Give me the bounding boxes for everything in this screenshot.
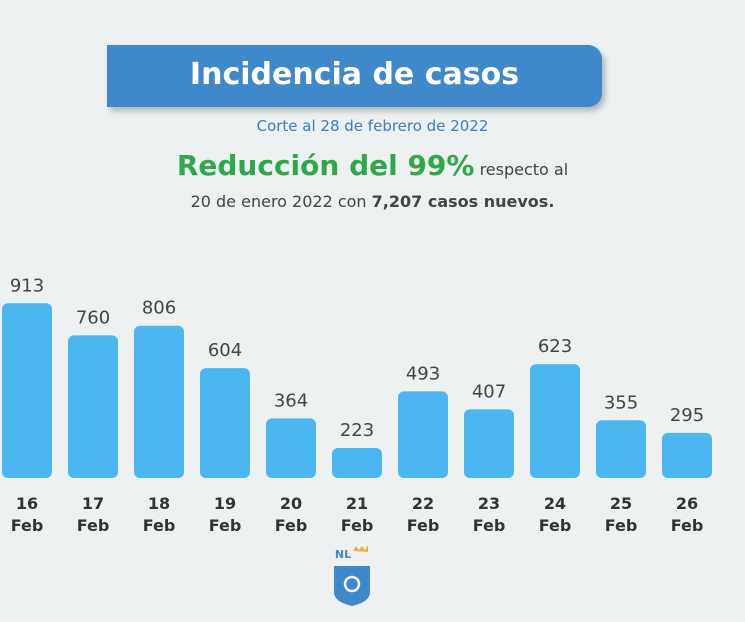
x-tick-label: 20 Feb [274, 494, 308, 535]
bar [464, 409, 514, 478]
value-label: 806 [142, 298, 176, 319]
chart-title: Incidencia de casos [107, 45, 602, 107]
value-label: 493 [406, 363, 440, 384]
x-tick-label: 26 Feb [670, 494, 704, 535]
logo-text: NL [335, 548, 351, 561]
headline-text: respecto al [479, 160, 569, 179]
headline-highlight: Reducción del 99% [176, 149, 475, 182]
value-label: 223 [340, 420, 374, 441]
x-tick-label: 25 Feb [604, 494, 638, 535]
x-tick-label: 22 Feb [406, 494, 440, 535]
x-tick-label: 23 Feb [472, 494, 506, 535]
value-label: 364 [274, 390, 308, 411]
x-tick-label: 18 Feb [142, 494, 176, 535]
logo-crown [353, 545, 368, 552]
bar [596, 420, 646, 478]
x-tick-label: 16 Feb [10, 494, 44, 535]
bar [398, 391, 448, 478]
value-label: 407 [472, 381, 506, 402]
x-tick-label: 19 Feb [208, 494, 242, 535]
bar [266, 418, 316, 478]
bar [200, 368, 250, 478]
headline: Reducción del 99% respecto al 20 de ener… [0, 150, 745, 218]
headline-bold: 7,207 casos nuevos. [371, 192, 555, 211]
value-label: 760 [76, 307, 110, 328]
value-label: 604 [208, 340, 242, 361]
bar [68, 335, 118, 478]
x-tick-label: 24 Feb [538, 494, 572, 535]
logo-shield [334, 566, 370, 606]
value-label: 295 [670, 405, 704, 426]
subtitle: Corte al 28 de febrero de 2022 [256, 117, 489, 135]
bar [2, 303, 52, 478]
value-label: 913 [10, 275, 44, 296]
bar [530, 364, 580, 478]
value-label: 623 [538, 336, 572, 357]
bar [134, 325, 184, 478]
headline-line2: 20 de enero 2022 con [190, 192, 367, 211]
bar [662, 432, 712, 478]
x-tick-label: 17 Feb [76, 494, 110, 535]
x-tick-label: 21 Feb [340, 494, 374, 535]
value-label: 355 [604, 392, 638, 413]
logo: NL [334, 545, 370, 606]
bar [332, 448, 382, 478]
logo-icon [343, 575, 361, 593]
